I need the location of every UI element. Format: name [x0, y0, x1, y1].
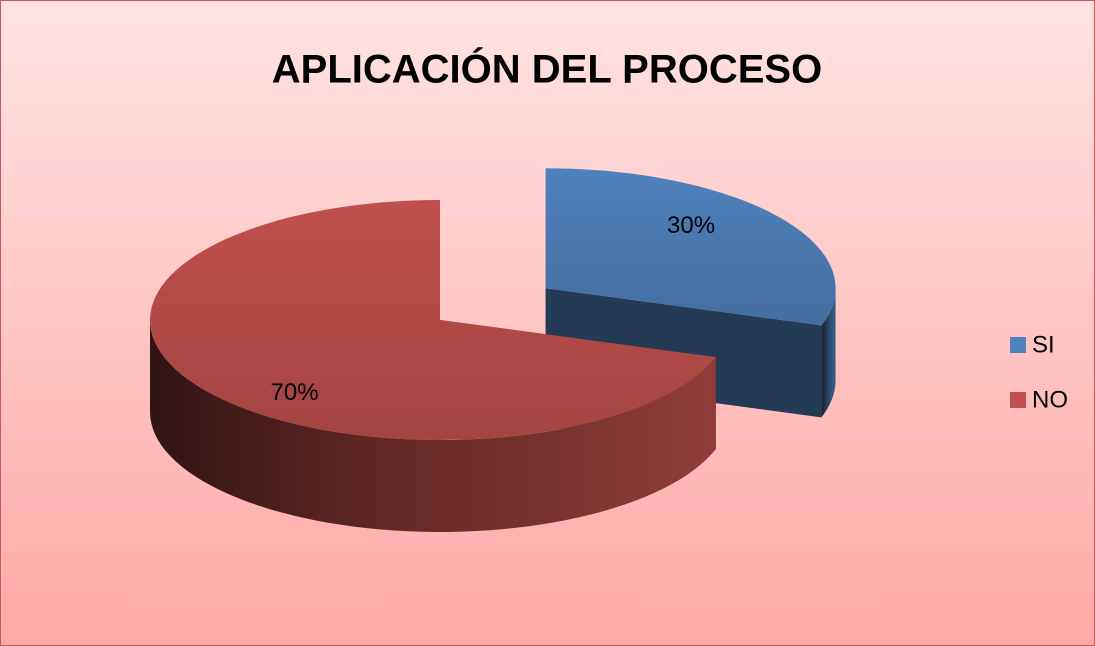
slice-wall [821, 288, 836, 418]
slice [150, 200, 716, 440]
legend-swatch [1010, 392, 1026, 408]
slice [545, 168, 836, 326]
slice-wall [150, 320, 716, 532]
legend-swatch [1010, 337, 1026, 353]
legend-label: NO [1032, 386, 1068, 413]
chart-title: APLICACIÓN DEL PROCESO [272, 46, 822, 92]
data-label: 30% [667, 212, 715, 239]
data-label: 70% [271, 379, 319, 406]
legend-label: SI [1032, 331, 1055, 358]
